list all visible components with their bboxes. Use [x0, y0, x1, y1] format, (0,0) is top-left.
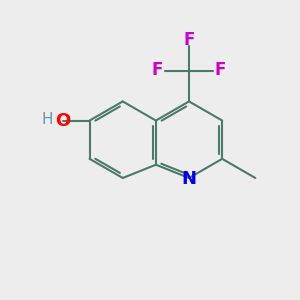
Text: N: N [182, 170, 196, 188]
Text: O: O [56, 112, 71, 130]
Text: H: H [41, 112, 52, 127]
Text: F: F [183, 32, 195, 50]
Text: F: F [152, 61, 163, 80]
Text: F: F [215, 61, 226, 80]
